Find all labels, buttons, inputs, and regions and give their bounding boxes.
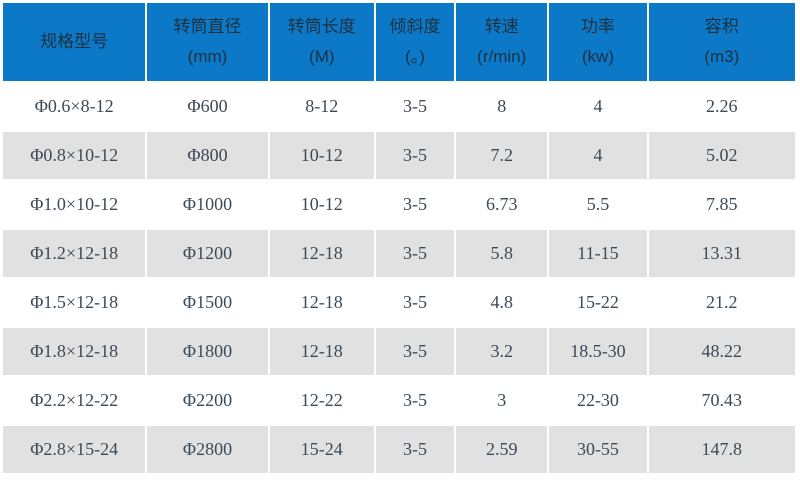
- table-body: Φ0.6×8-12 Φ600 8-12 3-5 8 4 2.26 Φ0.8×10…: [3, 83, 795, 473]
- cell-diameter: Φ1800: [147, 328, 268, 375]
- col-header-label: 倾斜度: [389, 17, 441, 37]
- cell-power: 18.5-30: [549, 328, 647, 375]
- cell-incline: 3-5: [375, 279, 455, 326]
- cell-power: 30-55: [549, 426, 647, 473]
- cell-speed: 7.2: [456, 132, 548, 179]
- cell-length: 10-12: [269, 181, 374, 228]
- cell-incline: 3-5: [375, 230, 455, 277]
- cell-power: 22-30: [549, 377, 647, 424]
- col-header-unit: (。): [405, 47, 425, 66]
- cell-incline: 3-5: [375, 83, 455, 130]
- col-header-model: 规格型号: [3, 3, 146, 81]
- cell-power: 4: [549, 132, 647, 179]
- cell-length: 12-22: [269, 377, 374, 424]
- col-header-speed: 转速 (r/min): [456, 3, 548, 81]
- cell-incline: 3-5: [375, 132, 455, 179]
- table-row: Φ1.0×10-12 Φ1000 10-12 3-5 6.73 5.5 7.85: [3, 181, 795, 228]
- cell-speed: 5.8: [456, 230, 548, 277]
- col-header-label: 功率: [580, 17, 615, 37]
- cell-incline: 3-5: [375, 328, 455, 375]
- cell-length: 10-12: [269, 132, 374, 179]
- cell-length: 12-18: [269, 230, 374, 277]
- cell-volume: 13.31: [648, 230, 795, 277]
- col-header-diameter: 转筒直径 (mm): [147, 3, 268, 81]
- cell-speed: 2.59: [456, 426, 548, 473]
- cell-model: Φ1.5×12-18: [3, 279, 146, 326]
- col-header-unit: (mm): [187, 47, 228, 66]
- cell-power: 5.5: [549, 181, 647, 228]
- table-row: Φ2.2×12-22 Φ2200 12-22 3-5 3 22-30 70.43: [3, 377, 795, 424]
- col-header-unit: (M): [309, 47, 335, 66]
- col-header-label: 规格型号: [40, 32, 109, 52]
- col-header-label: 转筒长度: [287, 17, 356, 37]
- cell-model: Φ1.8×12-18: [3, 328, 146, 375]
- table-header: 规格型号 转筒直径 (mm) 转筒长度 (M) 倾斜度 (。) 转速 (r/min) 功…: [3, 3, 795, 81]
- col-header-label: 容积: [704, 17, 739, 37]
- table-row: Φ0.6×8-12 Φ600 8-12 3-5 8 4 2.26: [3, 83, 795, 130]
- col-header-incline: 倾斜度 (。): [375, 3, 455, 81]
- cell-diameter: Φ2200: [147, 377, 268, 424]
- cell-power: 15-22: [549, 279, 647, 326]
- col-header-volume: 容积 (m3): [648, 3, 795, 81]
- cell-diameter: Φ600: [147, 83, 268, 130]
- cell-diameter: Φ1200: [147, 230, 268, 277]
- cell-diameter: Φ1500: [147, 279, 268, 326]
- table-row: Φ1.8×12-18 Φ1800 12-18 3-5 3.2 18.5-30 4…: [3, 328, 795, 375]
- cell-length: 12-18: [269, 279, 374, 326]
- cell-length: 15-24: [269, 426, 374, 473]
- col-header-unit: (r/min): [477, 47, 527, 66]
- cell-model: Φ2.8×15-24: [3, 426, 146, 473]
- cell-volume: 48.22: [648, 328, 795, 375]
- cell-model: Φ2.2×12-22: [3, 377, 146, 424]
- cell-model: Φ1.2×12-18: [3, 230, 146, 277]
- cell-incline: 3-5: [375, 426, 455, 473]
- cell-diameter: Φ800: [147, 132, 268, 179]
- cell-volume: 70.43: [648, 377, 795, 424]
- cell-diameter: Φ2800: [147, 426, 268, 473]
- cell-speed: 8: [456, 83, 548, 130]
- header-row: 规格型号 转筒直径 (mm) 转筒长度 (M) 倾斜度 (。) 转速 (r/min) 功…: [3, 3, 795, 81]
- table-row: Φ1.5×12-18 Φ1500 12-18 3-5 4.8 15-22 21.…: [3, 279, 795, 326]
- cell-volume: 7.85: [648, 181, 795, 228]
- cell-length: 12-18: [269, 328, 374, 375]
- cell-power: 4: [549, 83, 647, 130]
- cell-speed: 3: [456, 377, 548, 424]
- cell-model: Φ0.6×8-12: [3, 83, 146, 130]
- cell-volume: 2.26: [648, 83, 795, 130]
- cell-length: 8-12: [269, 83, 374, 130]
- cell-power: 11-15: [549, 230, 647, 277]
- table-row: Φ2.8×15-24 Φ2800 15-24 3-5 2.59 30-55 14…: [3, 426, 795, 473]
- cell-volume: 147.8: [648, 426, 795, 473]
- col-header-length: 转筒长度 (M): [269, 3, 374, 81]
- spec-table: 规格型号 转筒直径 (mm) 转筒长度 (M) 倾斜度 (。) 转速 (r/min) 功…: [1, 1, 797, 475]
- cell-speed: 6.73: [456, 181, 548, 228]
- cell-diameter: Φ1000: [147, 181, 268, 228]
- cell-volume: 21.2: [648, 279, 795, 326]
- cell-speed: 4.8: [456, 279, 548, 326]
- cell-speed: 3.2: [456, 328, 548, 375]
- cell-model: Φ1.0×10-12: [3, 181, 146, 228]
- col-header-power: 功率 (kw): [549, 3, 647, 81]
- col-header-label: 转速: [484, 17, 519, 37]
- cell-model: Φ0.8×10-12: [3, 132, 146, 179]
- cell-incline: 3-5: [375, 377, 455, 424]
- cell-incline: 3-5: [375, 181, 455, 228]
- cell-volume: 5.02: [648, 132, 795, 179]
- table-row: Φ1.2×12-18 Φ1200 12-18 3-5 5.8 11-15 13.…: [3, 230, 795, 277]
- col-header-label: 转筒直径: [173, 17, 242, 37]
- col-header-unit: (m3): [704, 47, 740, 66]
- col-header-unit: (kw): [581, 47, 614, 66]
- table-row: Φ0.8×10-12 Φ800 10-12 3-5 7.2 4 5.02: [3, 132, 795, 179]
